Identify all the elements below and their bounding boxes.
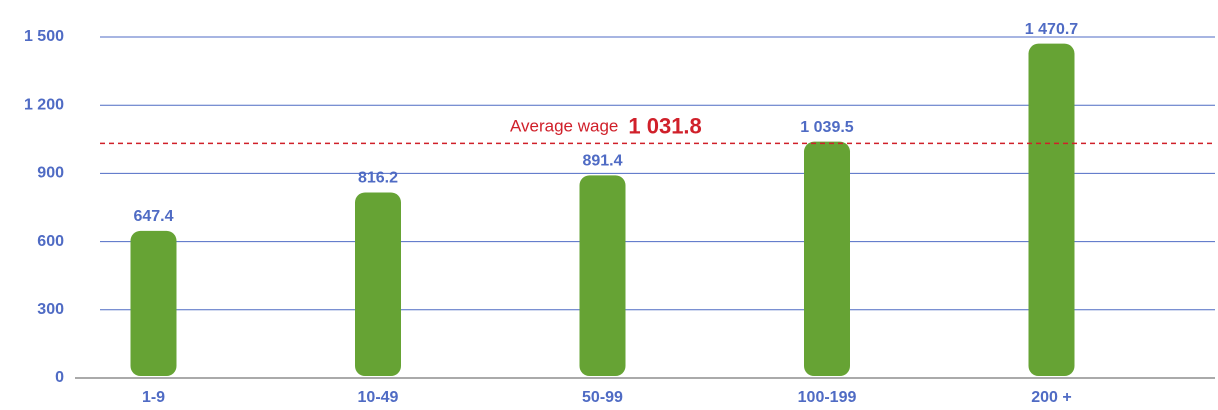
value-label: 891.4 <box>582 153 622 170</box>
y-tick-label: 900 <box>37 165 64 182</box>
bar <box>804 141 850 376</box>
reference-value: 1 031.8 <box>628 113 701 138</box>
value-label: 1 039.5 <box>800 119 853 136</box>
value-label: 1 470.7 <box>1025 21 1078 38</box>
x-tick-label: 10-49 <box>358 389 399 406</box>
value-label: 816.2 <box>358 170 398 187</box>
y-tick-label: 600 <box>37 233 64 250</box>
x-tick-label: 50-99 <box>582 389 623 406</box>
x-tick-label: 1-9 <box>142 389 165 406</box>
y-tick-label: 0 <box>55 369 64 386</box>
x-tick-label: 100-199 <box>798 389 857 406</box>
y-tick-label: 1 200 <box>24 96 64 113</box>
bar <box>355 192 401 376</box>
bar <box>579 175 626 376</box>
x-tick-label: 200 + <box>1031 389 1071 406</box>
bar <box>130 230 177 376</box>
reference-label: Average wage 1 031.8 <box>510 113 702 138</box>
y-tick-label: 300 <box>37 301 64 318</box>
y-tick-label: 1 500 <box>24 28 64 45</box>
reference-name: Average wage <box>510 117 618 136</box>
bar <box>1028 43 1075 377</box>
value-label: 647.4 <box>133 208 173 225</box>
